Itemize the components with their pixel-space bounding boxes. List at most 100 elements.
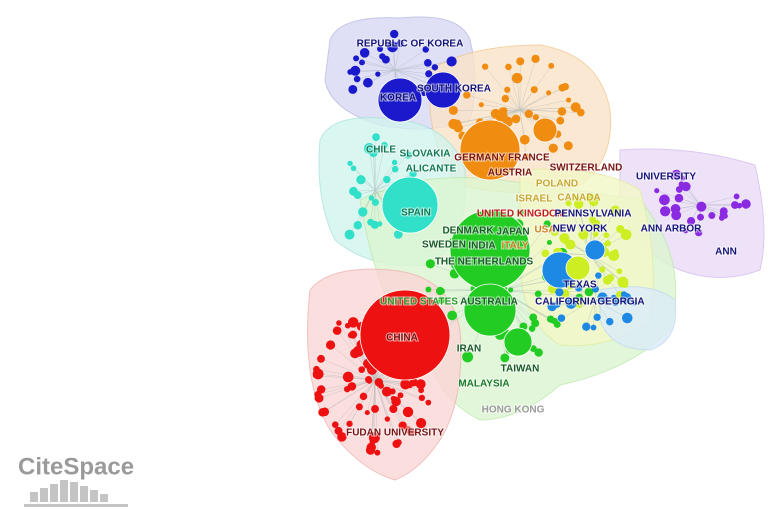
node-dot	[391, 159, 398, 166]
node-dot	[632, 300, 638, 306]
node-dot	[336, 320, 342, 326]
node-dot	[602, 275, 612, 285]
node-dot	[389, 388, 396, 395]
link	[458, 109, 521, 129]
node-label: SLOVAKIA	[400, 149, 451, 160]
node-hub	[359, 289, 451, 381]
node-dot	[620, 292, 632, 304]
link	[516, 78, 521, 111]
node-dot	[553, 320, 561, 328]
node-dot	[590, 324, 597, 331]
logo-text: CiteSpace	[18, 453, 134, 480]
node-dot	[312, 373, 319, 379]
node-dot	[532, 114, 539, 121]
node-label: NEW YORK	[553, 224, 609, 235]
node-dot	[504, 86, 511, 93]
link	[664, 199, 701, 206]
node-dot	[500, 353, 510, 363]
node-label: POLAND	[536, 179, 578, 190]
node-dot	[682, 227, 689, 234]
node-dot	[593, 313, 601, 321]
node-dot	[415, 418, 427, 429]
node-dot	[374, 449, 381, 456]
node-dot	[318, 408, 327, 417]
node-dot	[379, 53, 386, 60]
node-dot	[359, 392, 368, 401]
node-dot	[367, 218, 375, 226]
node-dot	[592, 285, 599, 293]
node-dot	[681, 181, 691, 192]
node-dot	[530, 86, 538, 94]
node-label: SOUTH KOREA	[417, 84, 491, 95]
node-dot	[674, 193, 684, 203]
node-dot	[573, 104, 580, 111]
node-dot	[435, 286, 445, 296]
node-dot	[557, 314, 566, 322]
node-dot	[358, 207, 368, 217]
node-dot	[574, 283, 583, 292]
node-dot	[597, 292, 608, 303]
link	[370, 189, 376, 223]
node-dot	[543, 220, 551, 228]
node-dot	[621, 312, 633, 324]
node-dot	[397, 392, 404, 399]
node-label: UNITED KINGDOM	[477, 209, 565, 220]
node-dot	[575, 293, 584, 302]
node-dot	[546, 239, 552, 245]
node-dot	[599, 266, 606, 273]
node-dot	[398, 421, 407, 430]
node-dot	[534, 348, 543, 357]
node-dot	[415, 379, 426, 390]
link	[519, 89, 535, 111]
node-dot	[694, 228, 703, 237]
node-dot	[331, 421, 339, 429]
node-dot	[481, 63, 489, 70]
link	[394, 33, 396, 71]
node-dot	[578, 229, 589, 240]
node-dot	[670, 203, 681, 214]
node-label: AUSTRALIA	[460, 297, 518, 308]
node-dot	[425, 286, 432, 293]
node-dot	[589, 216, 596, 223]
node-dot	[356, 175, 366, 185]
link	[330, 344, 376, 381]
node-dot	[496, 110, 508, 121]
node-dot	[620, 229, 632, 241]
node-dot	[350, 65, 361, 76]
node-dot	[347, 160, 353, 167]
node-dot	[519, 134, 530, 145]
node-dot	[448, 105, 458, 115]
link	[593, 299, 596, 328]
node-dot	[568, 298, 574, 305]
link	[394, 62, 428, 71]
node-dot	[381, 386, 392, 397]
node-dot	[463, 91, 471, 99]
link	[481, 104, 521, 111]
node-dot	[332, 326, 342, 335]
link	[499, 275, 548, 291]
node-dot	[371, 405, 379, 413]
link	[519, 109, 527, 158]
node-dot	[377, 221, 383, 227]
node-dot	[697, 213, 704, 221]
link	[394, 61, 452, 71]
node-label: PENNSYLVANIA	[555, 209, 632, 220]
node-dot	[344, 322, 351, 329]
node-dot	[325, 340, 336, 350]
node-dot	[391, 165, 399, 173]
link	[374, 379, 399, 443]
node-dot	[348, 85, 358, 94]
node-hub	[424, 71, 462, 109]
node-dot	[595, 272, 602, 279]
node-dot	[565, 97, 572, 103]
node-dot	[528, 325, 536, 332]
node-dot	[518, 209, 524, 216]
node-label: CHINA	[386, 333, 418, 344]
node-dot	[612, 299, 619, 306]
node-label: TAIWAN	[501, 364, 540, 375]
node-dot	[368, 432, 380, 444]
node-dot	[675, 186, 683, 193]
node-dot	[551, 228, 559, 236]
node-label: ITALY	[501, 241, 529, 252]
